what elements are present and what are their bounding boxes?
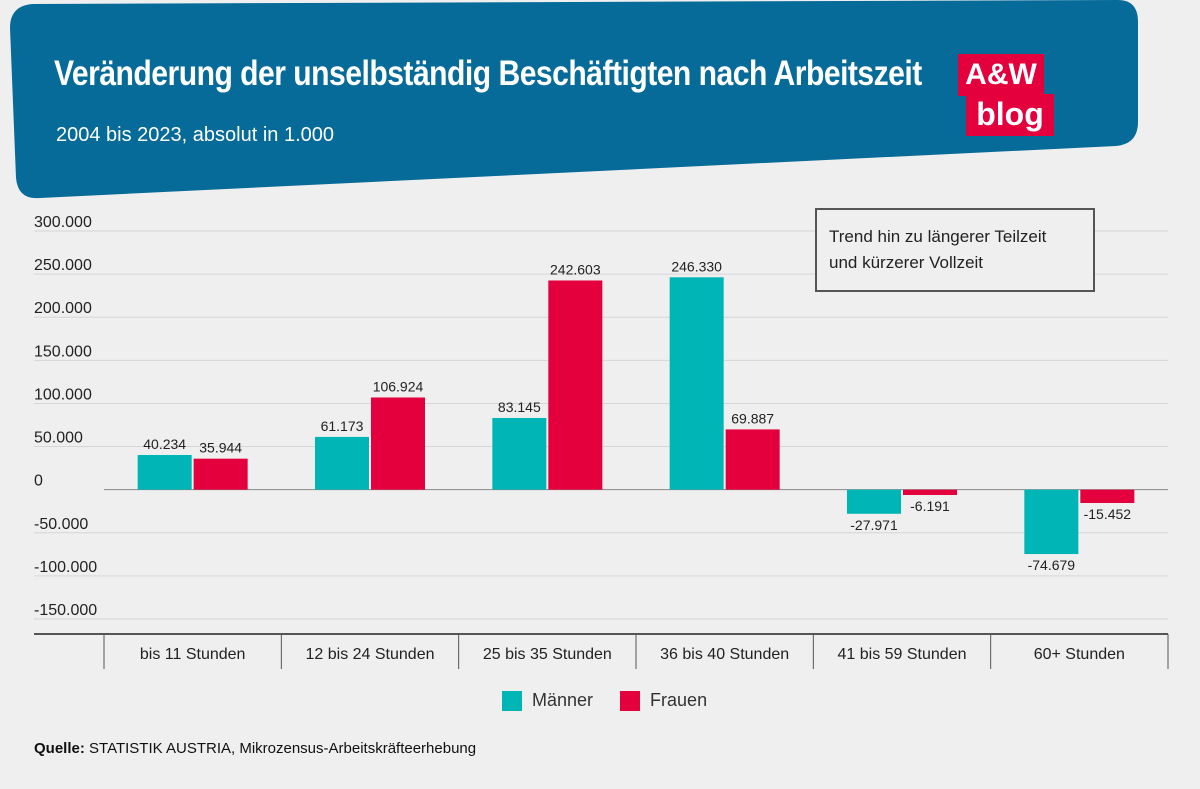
y-tick-label: 150.000: [34, 343, 92, 360]
y-tick-label: 0: [34, 473, 43, 490]
legend-item-frauen: Frauen: [620, 690, 707, 711]
bar: [371, 397, 425, 490]
x-tick-label: bis 11 Stunden: [140, 646, 246, 663]
x-tick-label: 60+ Stunden: [1034, 646, 1125, 663]
y-tick-label: -100.000: [34, 559, 97, 576]
x-tick-label: 12 bis 24 Stunden: [306, 646, 435, 663]
chart-title: Veränderung der unselbständig Beschäftig…: [54, 54, 922, 93]
data-label: 40.234: [143, 436, 186, 452]
data-label: 246.330: [671, 258, 722, 274]
source-text: STATISTIK AUSTRIA, Mikrozensus-Arbeitskr…: [89, 740, 477, 757]
legend-swatch-frauen: [620, 690, 641, 711]
data-label: -15.452: [1084, 506, 1132, 522]
y-tick-label: -50.000: [34, 516, 88, 533]
title-banner: [10, 0, 1138, 199]
y-tick-label: 100.000: [34, 386, 92, 403]
legend-item-maenner: Männer: [502, 690, 593, 711]
data-label: 83.145: [498, 399, 541, 415]
bar: [903, 489, 957, 496]
logo-text-aw: A&W: [958, 54, 1044, 96]
annotation-line-1: Trend hin zu längerer Teilzeit: [829, 227, 1047, 246]
bar: [193, 458, 248, 490]
x-tick-label: 41 bis 59 Stunden: [838, 646, 967, 663]
chart-subtitle: 2004 bis 2023, absolut in 1.000: [56, 124, 334, 146]
data-label: 242.603: [550, 261, 601, 277]
bar: [548, 280, 603, 490]
aw-blog-logo: A&W blog: [958, 54, 1054, 136]
banner-shape: [10, 0, 1138, 199]
source-label: Quelle:: [34, 740, 85, 757]
legend-label-frauen: Frauen: [650, 690, 708, 710]
y-tick-label: 50.000: [34, 430, 83, 447]
bar: [315, 436, 369, 490]
bar: [669, 277, 724, 490]
x-tick-label: 36 bis 40 Stunden: [660, 646, 789, 663]
y-tick-label: 200.000: [34, 300, 92, 317]
bar: [492, 417, 547, 490]
x-tick-label: 25 bis 35 Stunden: [483, 646, 612, 663]
legend: Männer Frauen: [502, 690, 729, 716]
bar-chart: 300.000 250.000 200.000 150.000 100.000 50.00…: [34, 214, 1169, 669]
bar: [847, 489, 901, 514]
bar: [1024, 489, 1079, 555]
y-tick-label: 250.000: [34, 257, 92, 274]
data-label: -6.191: [910, 498, 950, 514]
y-tick-label: -150.000: [34, 602, 97, 619]
trend-annotation-box: Trend hin zu längerer Teilzeit und kürze…: [815, 208, 1095, 292]
data-label: 61.173: [321, 418, 364, 434]
data-label: -74.679: [1028, 557, 1076, 573]
bar: [725, 429, 780, 490]
logo-text-blog: blog: [966, 94, 1054, 136]
y-tick-label: 300.000: [34, 214, 92, 231]
legend-label-maenner: Männer: [532, 690, 594, 710]
legend-swatch-maenner: [502, 690, 522, 711]
data-label: 106.924: [373, 378, 424, 394]
bar: [1080, 489, 1135, 503]
bar: [137, 454, 192, 490]
data-label: 69.887: [731, 410, 774, 426]
data-label: 35.944: [199, 440, 242, 456]
annotation-line-2: und kürzerer Vollzeit: [829, 253, 984, 272]
source-note: Quelle: STATISTIK AUSTRIA, Mikrozensus-A…: [34, 740, 476, 757]
data-label: -27.971: [850, 517, 898, 533]
